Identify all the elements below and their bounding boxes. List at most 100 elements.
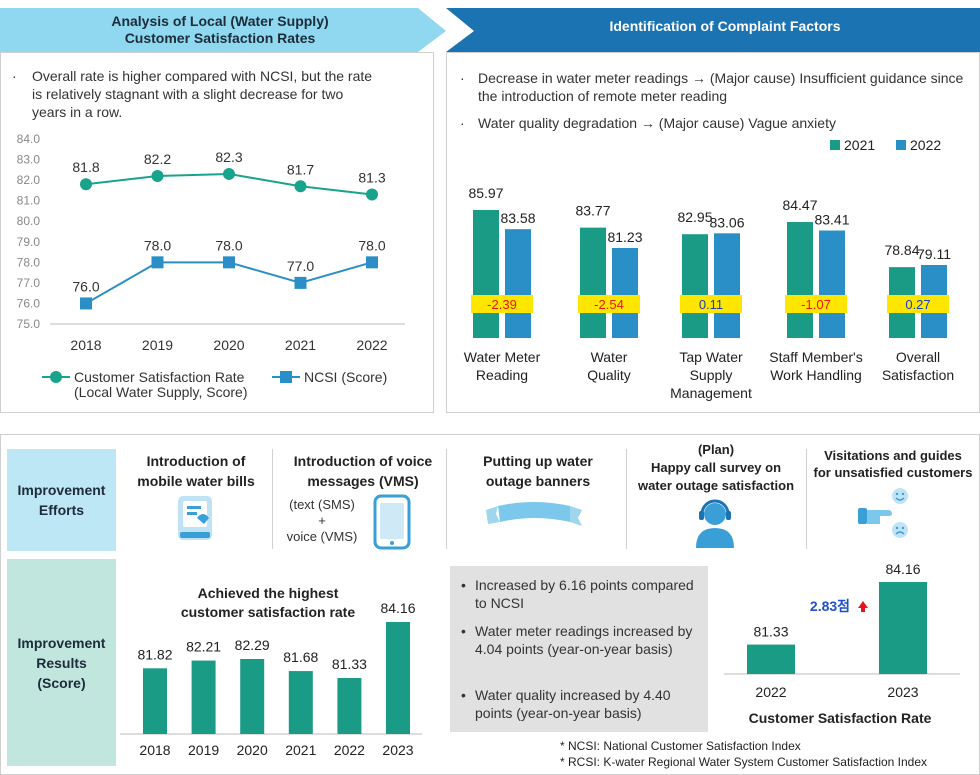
- bar: [191, 660, 216, 734]
- data-point: [366, 188, 378, 201]
- bar: [386, 622, 410, 734]
- data-label: 76.0: [72, 278, 99, 294]
- footnote-rcsi: * RCSI: K-water Regional Water System Cu…: [560, 755, 928, 769]
- up-arrow-icon: [858, 601, 868, 612]
- x-tick-label: 2020: [213, 337, 244, 353]
- headset-agent-icon: [696, 499, 734, 548]
- bar-value-label: 84.16: [380, 600, 415, 616]
- right-panel-bullet-1: Decrease in water meter readings → (Majo…: [478, 70, 964, 104]
- bar: [747, 644, 795, 674]
- bar-value-label: 79.11: [917, 246, 951, 262]
- effort-vms-subtext: (text (SMS) + voice (VMS): [286, 497, 358, 544]
- bar-2022: [819, 230, 845, 338]
- bar-2021: [787, 222, 813, 338]
- legend-label: NCSI (Score): [304, 369, 387, 385]
- bullet-dot: •: [461, 577, 466, 593]
- difference-label: -1.07: [801, 297, 831, 312]
- bar: [143, 668, 167, 734]
- bar-value-label: 81.68: [283, 649, 318, 665]
- data-label: 82.3: [215, 149, 242, 165]
- data-point: [366, 256, 378, 269]
- data-label: 81.7: [287, 161, 314, 177]
- bar-value-label: 81.82: [137, 646, 172, 662]
- bar-2022: [612, 247, 638, 338]
- bar-value-label: 82.95: [677, 209, 712, 225]
- bar-value-label: 82.29: [235, 637, 270, 653]
- bullet-dot: •: [461, 623, 466, 639]
- right-banner-title: Identification of Complaint Factors: [609, 17, 841, 34]
- data-point: [80, 297, 92, 310]
- bar-2022: [714, 233, 740, 338]
- bar-2021: [580, 227, 606, 338]
- results-bullet-3: Water quality increased by 4.40 points (…: [475, 687, 671, 721]
- x-tick-label: 2018: [70, 337, 101, 353]
- effort-title-banners: Putting up water outage banners: [483, 453, 593, 489]
- effort-title-visitations: Visitations and guides for unsatisfied c…: [813, 448, 973, 480]
- increase-annotation: 2.83점: [810, 598, 850, 614]
- legend-label: Customer Satisfaction Rate (Local Water S…: [74, 369, 248, 400]
- data-label: 78.0: [144, 237, 171, 253]
- bullet-dot: ·: [460, 115, 465, 131]
- bar: [288, 671, 313, 734]
- data-point: [80, 178, 92, 191]
- difference-label: -2.39: [487, 297, 517, 312]
- series-line: [85, 261, 373, 305]
- y-tick-label: 76.0: [17, 296, 41, 310]
- bar-value-label: 85.97: [468, 185, 503, 201]
- legend-marker: [280, 371, 292, 383]
- efforts-panel: [0, 434, 980, 554]
- y-tick-label: 80.0: [17, 214, 41, 228]
- bar: [240, 659, 265, 734]
- difference-label: 0.27: [905, 297, 930, 312]
- customer-satisfaction-rate-chart: 81.33 2022 84.16 2023 2.83점 Customer Satisfac…: [724, 561, 960, 726]
- chart-title: Achieved the highest customer satisfactio…: [181, 585, 355, 620]
- category-label: Water Meter Reading: [464, 349, 541, 383]
- y-tick-label: 84.0: [17, 132, 41, 146]
- data-point: [294, 276, 307, 289]
- left-banner-title: Analysis of Local (Water Supply) Custome…: [111, 13, 329, 46]
- data-label: 82.2: [144, 151, 171, 167]
- y-tick-label: 75.0: [17, 317, 41, 331]
- divider: [446, 449, 447, 549]
- right-panel: [446, 52, 980, 413]
- difference-badge: [785, 295, 847, 313]
- results-label: Improvement Results (Score): [7, 559, 116, 766]
- banner-icon: [486, 502, 582, 526]
- category-label: Overall Satisfaction: [882, 349, 954, 383]
- bar-value-label: 83.41: [814, 212, 849, 228]
- y-tick-label: 77.0: [17, 276, 41, 290]
- data-label: 81.8: [72, 159, 99, 175]
- x-tick-label: 2023: [382, 742, 413, 758]
- y-tick-label: 78.0: [17, 255, 41, 269]
- legend-swatch: [896, 140, 906, 150]
- y-tick-label: 81.0: [17, 194, 41, 208]
- y-tick-label: 79.0: [17, 235, 41, 249]
- bar-2021: [682, 234, 708, 338]
- data-point: [223, 256, 235, 269]
- data-point: [151, 256, 164, 269]
- data-point: [294, 180, 307, 193]
- bullet-dot: •: [461, 687, 466, 703]
- x-tick-label: 2023: [887, 684, 918, 700]
- category-label: Staff Member's Work Handling: [769, 349, 862, 383]
- x-tick-label: 2022: [755, 684, 786, 700]
- data-label: 78.0: [358, 237, 385, 253]
- difference-badge: [471, 295, 533, 313]
- pointing-hand-faces-icon: [858, 488, 908, 538]
- bar-2021: [473, 210, 499, 338]
- bar-value-label: 78.84: [884, 242, 919, 258]
- left-panel-bullet: Overall rate is higher compared with NCS…: [32, 68, 373, 120]
- x-tick-label: 2018: [139, 742, 170, 758]
- bar-value-label: 81.33: [753, 624, 788, 640]
- bar-value-label: 84.16: [885, 561, 920, 577]
- bar-value-label: 82.21: [186, 639, 221, 655]
- bar-2022: [505, 229, 531, 338]
- right-banner-shape: [446, 8, 980, 52]
- bar-value-label: 83.77: [575, 203, 610, 219]
- x-tick-label: 2021: [285, 337, 316, 353]
- x-tick-label: 2019: [188, 742, 219, 758]
- difference-label: 0.11: [699, 297, 723, 312]
- y-tick-label: 82.0: [17, 173, 41, 187]
- difference-badge: [578, 295, 640, 313]
- footnote-ncsi: * NCSI: National Customer Satisfaction I…: [560, 739, 801, 753]
